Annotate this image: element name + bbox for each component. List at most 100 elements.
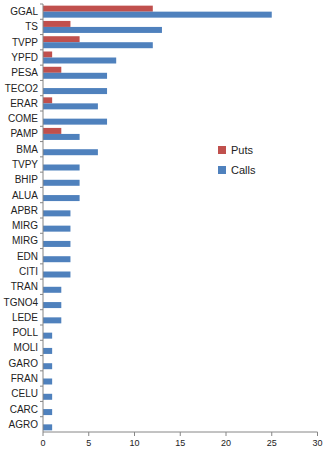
category-label: YPFD [11, 52, 38, 63]
legend-label: Calls [231, 164, 256, 176]
x-tick-label: 15 [175, 438, 185, 448]
bar [43, 256, 70, 262]
category-tick [40, 202, 43, 203]
category-tick [40, 34, 43, 35]
bar [43, 27, 162, 33]
category-tick [40, 126, 43, 127]
category-label: BHIP [15, 174, 39, 185]
bar [43, 73, 107, 79]
category-tick [40, 279, 43, 280]
x-tick-label: 30 [312, 438, 322, 448]
bar [43, 42, 153, 48]
bar [43, 348, 52, 354]
category-label: AGRO [9, 419, 39, 430]
bar [43, 363, 52, 369]
category-tick [40, 187, 43, 188]
bar [43, 128, 61, 134]
bar [43, 58, 116, 64]
category-tick [40, 325, 43, 326]
category-label: PAMP [10, 128, 38, 139]
bar [43, 317, 61, 323]
bar [43, 88, 107, 94]
bar [43, 180, 80, 186]
category-tick [40, 233, 43, 234]
category-label: LEDE [12, 312, 38, 323]
category-label: BMA [16, 144, 38, 155]
bar [43, 134, 80, 140]
category-tick [40, 340, 43, 341]
bar [43, 287, 61, 293]
x-tick [43, 432, 44, 436]
bar [43, 241, 70, 247]
bar [43, 103, 98, 109]
bar [43, 272, 70, 278]
category-label: TVPY [12, 159, 38, 170]
bar [43, 52, 52, 58]
category-label: GGAL [10, 6, 38, 17]
category-tick [40, 294, 43, 295]
x-tick-label: 20 [221, 438, 231, 448]
bar [43, 379, 52, 385]
category-tick [40, 309, 43, 310]
category-tick [40, 370, 43, 371]
bar [43, 36, 80, 42]
category-tick [40, 416, 43, 417]
legend-swatch [218, 146, 226, 154]
bar [43, 210, 70, 216]
category-tick [40, 386, 43, 387]
x-tick [226, 432, 227, 436]
bar [43, 119, 107, 125]
x-tick [180, 432, 181, 436]
category-label: CARC [10, 404, 38, 415]
category-label: TECO2 [5, 83, 39, 94]
category-label: TRAN [11, 281, 38, 292]
bar [43, 226, 70, 232]
legend: Puts Calls [218, 144, 256, 176]
legend-swatch [218, 166, 226, 174]
category-tick [40, 172, 43, 173]
category-tick [40, 80, 43, 81]
category-label: CELU [11, 388, 38, 399]
category-tick [40, 156, 43, 157]
category-tick [40, 111, 43, 112]
bar [43, 97, 52, 103]
bar [43, 394, 52, 400]
bar [43, 6, 153, 12]
x-tick-label: 10 [129, 438, 139, 448]
category-tick [40, 65, 43, 66]
category-label: PESA [11, 67, 38, 78]
category-tick [40, 263, 43, 264]
bar [43, 12, 272, 18]
category-tick [40, 19, 43, 20]
category-tick [40, 49, 43, 50]
category-label: TS [25, 21, 38, 32]
x-tick [88, 432, 89, 436]
category-tick [40, 141, 43, 142]
x-tick [317, 432, 318, 436]
bar [43, 165, 80, 171]
x-tick [271, 432, 272, 436]
category-label: GARO [9, 358, 39, 369]
category-tick [40, 248, 43, 249]
category-tick [40, 355, 43, 356]
category-label: APBR [11, 205, 38, 216]
chart: GGALTSTVPPYPFDPESATECO2ERARCOMEPAMPBMATV… [0, 0, 336, 455]
category-label: COME [8, 113, 38, 124]
category-label: MOLI [14, 342, 38, 353]
x-tick-label: 25 [267, 438, 277, 448]
category-label: TGNO4 [4, 297, 39, 308]
category-label: ERAR [10, 98, 38, 109]
bar [43, 333, 52, 339]
x-tick [134, 432, 135, 436]
legend-label: Puts [231, 144, 254, 156]
bar [43, 21, 70, 27]
category-label: FRAN [11, 373, 38, 384]
bar [43, 149, 98, 155]
bar [43, 195, 80, 201]
category-tick [40, 95, 43, 96]
x-tick-label: 5 [86, 438, 91, 448]
bar [43, 409, 52, 415]
category-tick [40, 401, 43, 402]
category-label: MIRG [12, 235, 38, 246]
bars [43, 6, 272, 431]
